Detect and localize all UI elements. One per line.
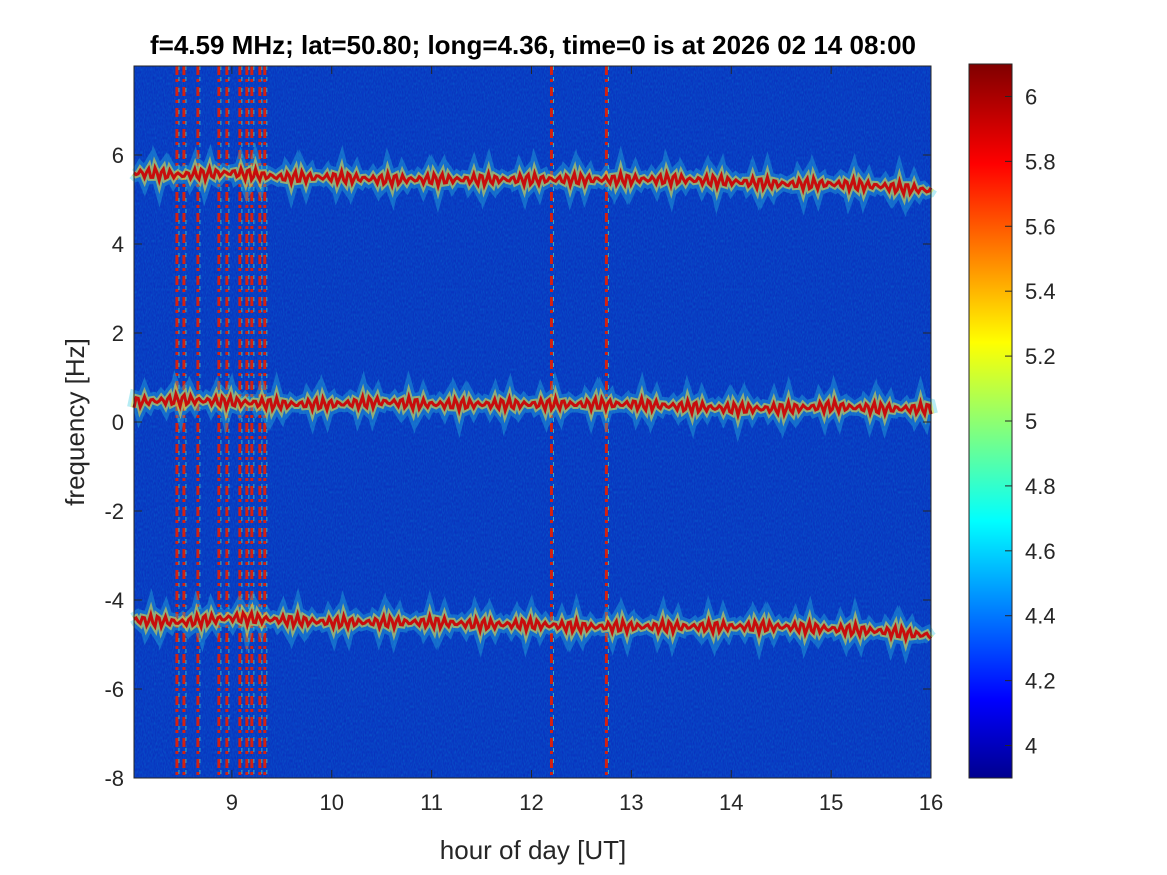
x-tick-label: 13 bbox=[619, 790, 643, 815]
x-tick-label: 10 bbox=[320, 790, 344, 815]
y-tick-label: -8 bbox=[104, 766, 124, 791]
y-axis-label: frequency [Hz] bbox=[60, 338, 90, 506]
colorbar-tick-label: 5.8 bbox=[1025, 149, 1056, 174]
plot-area bbox=[127, 65, 938, 779]
y-tick-label: 2 bbox=[112, 321, 124, 346]
colorbar-tick-label: 5.4 bbox=[1025, 279, 1056, 304]
y-tick-label: 4 bbox=[112, 232, 124, 257]
colorbar-tick-label: 4.2 bbox=[1025, 669, 1056, 694]
colorbar-tick-label: 4 bbox=[1025, 734, 1037, 759]
colorbar-tick-label: 4.8 bbox=[1025, 474, 1056, 499]
colorbar: 4 4.2 4.4 4.6 4.8 5 5.2 5.4 5.6 5.8 6 bbox=[968, 63, 1056, 779]
colorbar-tick-label: 5.6 bbox=[1025, 214, 1056, 239]
x-tick-label: 15 bbox=[819, 790, 843, 815]
y-tick-label: -4 bbox=[104, 588, 124, 613]
colorbar-tick-label: 4.6 bbox=[1025, 539, 1056, 564]
x-tick-label: 14 bbox=[719, 790, 743, 815]
y-tick-label: -6 bbox=[104, 677, 124, 702]
colorbar-ticks: 4 4.2 4.4 4.6 4.8 5 5.2 5.4 5.6 5.8 6 bbox=[1005, 84, 1056, 759]
signal-traces bbox=[127, 142, 938, 665]
chart-title: f=4.59 MHz; lat=50.80; long=4.36, time=0… bbox=[150, 30, 916, 60]
x-tick-label: 11 bbox=[420, 790, 443, 815]
x-axis-label: hour of day [UT] bbox=[440, 835, 626, 865]
y-tick-label: -2 bbox=[104, 499, 124, 524]
colorbar-tick-label: 5.2 bbox=[1025, 344, 1056, 369]
trace-core bbox=[133, 608, 933, 645]
x-tick-label: 9 bbox=[226, 790, 238, 815]
trace-core bbox=[133, 162, 933, 200]
y-axis-ticks: -8 -6 -4 -2 0 2 4 6 bbox=[104, 143, 931, 791]
y-tick-label: 0 bbox=[112, 410, 124, 435]
colorbar-tick-label: 4.4 bbox=[1025, 604, 1056, 629]
colorbar-gradient bbox=[968, 63, 1013, 779]
colorbar-tick-label: 5 bbox=[1025, 409, 1037, 434]
trace-core bbox=[132, 388, 933, 421]
colorbar-tick-label: 6 bbox=[1025, 84, 1037, 109]
y-tick-label: 6 bbox=[112, 143, 124, 168]
x-tick-label: 16 bbox=[919, 790, 943, 815]
x-axis-ticks: 9 10 11 12 13 14 15 16 bbox=[226, 66, 943, 815]
x-tick-label: 12 bbox=[519, 790, 543, 815]
